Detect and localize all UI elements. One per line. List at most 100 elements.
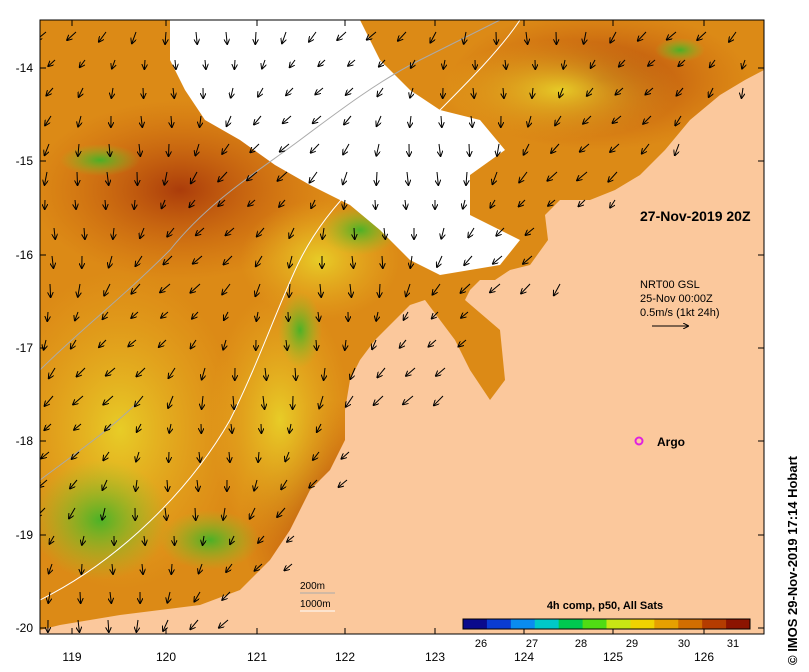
current-vector — [230, 535, 234, 544]
current-vector — [45, 171, 48, 185]
current-vector — [645, 87, 654, 95]
current-vector — [434, 395, 444, 405]
current-vector — [554, 283, 561, 295]
current-vector — [222, 591, 231, 600]
current-vector — [398, 31, 407, 41]
current-vector — [286, 87, 294, 95]
current-vector — [78, 143, 79, 156]
current-vector — [45, 143, 50, 155]
current-vector — [219, 619, 229, 628]
current-vector — [345, 339, 346, 350]
current-vector — [80, 591, 81, 603]
current-vector — [139, 143, 140, 156]
current-vector — [404, 311, 408, 320]
colorbar-frame — [462, 618, 751, 630]
current-vector — [379, 59, 386, 67]
current-vector — [165, 31, 166, 44]
current-vector — [528, 115, 531, 127]
lon-tick: 119 — [62, 650, 81, 664]
current-vector — [140, 227, 144, 238]
current-vector — [295, 367, 296, 380]
current-vector — [289, 227, 295, 238]
current-vector — [222, 283, 231, 294]
current-vector — [144, 59, 145, 69]
current-vector — [282, 31, 286, 43]
current-vector — [136, 451, 139, 462]
current-vector — [675, 115, 682, 125]
argo-float[interactable]: Argo — [634, 435, 686, 449]
current-legend-line2: 25-Nov 00:00Z — [640, 293, 713, 305]
current-vector — [161, 311, 169, 318]
current-vector — [642, 143, 650, 154]
current-vector — [439, 143, 441, 156]
current-vector — [283, 115, 292, 123]
current-vector — [78, 115, 81, 127]
current-vector — [344, 115, 352, 125]
colorbar-title: 4h comp, p50, All Sats — [547, 600, 663, 612]
current-vector — [729, 31, 737, 42]
current-vector — [667, 31, 677, 40]
current-vector — [40, 507, 46, 517]
current-vector — [175, 59, 176, 69]
current-vector — [310, 171, 318, 183]
colorbar-cell — [630, 619, 655, 629]
current-vector — [174, 535, 175, 545]
current-vector — [79, 87, 83, 97]
lat-tick: -18 — [16, 434, 34, 448]
lon-tick: 126 — [694, 650, 714, 664]
isobath-200m — [40, 20, 501, 371]
current-vector — [354, 227, 355, 239]
current-vector — [107, 171, 109, 185]
current-vector — [171, 115, 172, 127]
current-vector — [226, 563, 233, 572]
date-label: 27-Nov-2019 20Z — [640, 208, 751, 224]
current-vector — [432, 311, 439, 319]
current-vector — [131, 283, 141, 294]
colorbar-cell — [606, 619, 631, 629]
current-vector — [280, 143, 290, 152]
current-legend: NRT00 GSL 25-Nov 00:00Z 0.5m/s (1kt 24h) — [640, 279, 719, 326]
lat-tick: -20 — [16, 621, 34, 635]
current-vector — [277, 507, 286, 517]
current-vector — [45, 395, 54, 406]
current-vector — [169, 423, 171, 433]
current-vector — [526, 227, 535, 235]
current-vector — [519, 199, 526, 206]
current-vector — [78, 283, 80, 297]
current-vector — [352, 255, 353, 268]
current-vector — [108, 619, 109, 632]
isobath-legend-1000m: 1000m — [300, 599, 331, 610]
current-vector — [313, 451, 320, 460]
current-vector — [67, 31, 77, 40]
current-vector — [384, 227, 385, 239]
current-vector — [318, 59, 326, 66]
colorbar-tick: 31 — [727, 638, 739, 650]
current-vector — [70, 479, 78, 489]
current-vector — [316, 339, 317, 350]
current-vector — [709, 87, 713, 97]
current-vector — [128, 339, 137, 346]
current-vector — [144, 535, 145, 545]
current-vector — [74, 423, 82, 430]
colorbar-cell — [702, 619, 727, 629]
current-vector — [742, 59, 745, 69]
current-vector — [226, 31, 227, 44]
current-vector — [342, 451, 350, 459]
current-vector — [231, 423, 232, 433]
current-vector — [608, 171, 618, 182]
current-vector — [436, 367, 446, 376]
current-vector — [309, 31, 317, 42]
current-vector — [547, 171, 558, 181]
current-vector — [256, 311, 258, 321]
current-vector — [490, 283, 501, 292]
current-vector — [54, 227, 55, 239]
current-vector — [44, 423, 52, 430]
current-vector — [110, 591, 111, 603]
current-vector — [258, 87, 264, 97]
current-vector — [105, 199, 106, 209]
current-vector — [113, 227, 114, 239]
argo-marker-icon — [634, 436, 644, 446]
current-vector — [223, 507, 225, 520]
current-vector — [289, 255, 292, 268]
current-vector — [493, 255, 503, 264]
